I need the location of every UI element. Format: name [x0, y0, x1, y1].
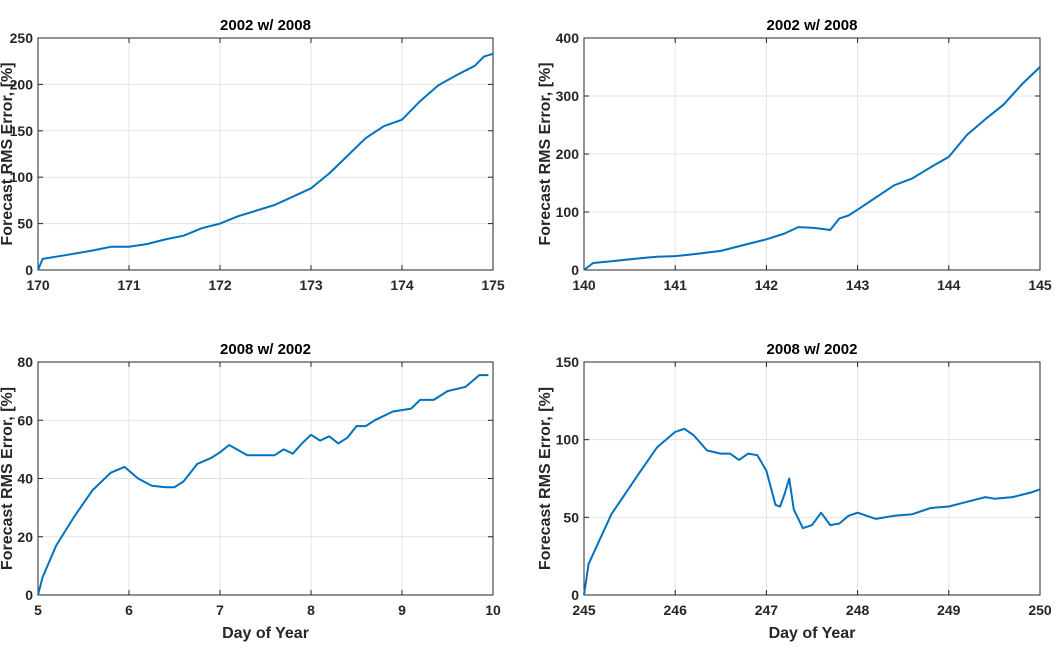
x-tick-label: 10 [485, 602, 501, 618]
x-tick-label: 142 [755, 277, 779, 293]
y-tick-label: 200 [556, 146, 580, 162]
chart-panel-top-left: 170 171 172 173 174 175 0 50 100 150 200 250 2002 w… [0, 17, 505, 293]
y-tick-label: 150 [556, 354, 580, 370]
x-tick-label: 173 [299, 277, 323, 293]
x-axis-label: Day of Year [222, 625, 309, 642]
chart-panel-bottom-right: 245 246 247 248 249 250 0 50 100 150 2008 w/ 2002… [537, 341, 1052, 642]
x-axis-label: Day of Year [769, 625, 856, 642]
chart-title: 2002 w/ 2008 [220, 17, 311, 34]
y-tick-label: 40 [17, 471, 33, 487]
y-tick-label: 100 [556, 204, 580, 220]
x-tick-label: 5 [34, 602, 42, 618]
tick-marks [37, 361, 494, 596]
tick-labels: 140 141 142 143 144 145 0 100 200 300 400 [556, 30, 1052, 293]
x-tick-label: 249 [937, 602, 961, 618]
y-tick-label: 0 [25, 587, 33, 603]
x-tick-label: 141 [664, 277, 688, 293]
chart-title: 2008 w/ 2002 [767, 341, 858, 358]
y-axis-label: Forecast RMS Error, [%] [0, 387, 16, 570]
series-line [583, 427, 1041, 596]
chart-panel-top-right: 140 141 142 143 144 145 0 100 200 300 400 2002 w/ … [537, 17, 1052, 293]
x-tick-label: 247 [755, 602, 779, 618]
axes-box [37, 37, 494, 271]
y-axis-label: Forecast RMS Error, [%] [0, 62, 16, 245]
y-tick-label: 0 [571, 587, 579, 603]
y-tick-label: 0 [25, 262, 33, 278]
chart-title: 2002 w/ 2008 [767, 17, 858, 34]
series-line [37, 374, 489, 596]
x-tick-label: 174 [390, 277, 414, 293]
x-tick-label: 175 [481, 277, 505, 293]
x-tick-label: 172 [208, 277, 232, 293]
y-tick-label: 0 [571, 262, 579, 278]
grid-lines [37, 361, 494, 596]
x-tick-label: 246 [664, 602, 688, 618]
x-tick-label: 144 [937, 277, 961, 293]
x-tick-label: 8 [307, 602, 315, 618]
chart-title: 2008 w/ 2002 [220, 341, 311, 358]
x-tick-label: 170 [26, 277, 50, 293]
y-tick-label: 20 [17, 529, 33, 545]
y-tick-label: 400 [556, 30, 580, 46]
tick-labels: 5 6 7 8 9 10 0 20 40 60 80 [17, 354, 501, 618]
y-tick-label: 80 [17, 354, 33, 370]
x-tick-label: 140 [572, 277, 596, 293]
y-tick-label: 100 [10, 169, 34, 185]
y-axis-label: Forecast RMS Error, [%] [537, 62, 554, 245]
y-tick-label: 50 [563, 509, 579, 525]
grid-lines [583, 37, 1041, 271]
grid-lines [583, 361, 1041, 596]
series-line [37, 52, 494, 271]
y-tick-label: 150 [10, 123, 34, 139]
tick-marks [583, 361, 1041, 596]
chart-panel-bottom-left: 5 6 7 8 9 10 0 20 40 60 80 2008 w/ 2002 Forecast R… [0, 341, 501, 642]
y-tick-label: 60 [17, 412, 33, 428]
grid-lines [37, 37, 494, 271]
axes-box [583, 361, 1041, 596]
y-tick-label: 250 [10, 30, 34, 46]
tick-labels: 245 246 247 248 249 250 0 50 100 150 [556, 354, 1052, 618]
x-tick-label: 6 [125, 602, 133, 618]
x-tick-label: 145 [1028, 277, 1052, 293]
tick-labels: 170 171 172 173 174 175 0 50 100 150 200 250 [10, 30, 505, 293]
x-tick-label: 143 [846, 277, 870, 293]
x-tick-label: 9 [398, 602, 406, 618]
x-tick-label: 171 [117, 277, 141, 293]
tick-marks [583, 37, 1041, 271]
x-tick-label: 250 [1028, 602, 1052, 618]
y-tick-label: 50 [17, 216, 33, 232]
series-line [583, 66, 1041, 271]
y-tick-label: 200 [10, 76, 34, 92]
y-tick-label: 100 [556, 432, 580, 448]
x-tick-label: 7 [216, 602, 224, 618]
x-tick-label: 248 [846, 602, 870, 618]
y-axis-label: Forecast RMS Error, [%] [537, 387, 554, 570]
tick-marks [37, 37, 494, 271]
y-tick-label: 300 [556, 88, 580, 104]
x-tick-label: 245 [572, 602, 596, 618]
